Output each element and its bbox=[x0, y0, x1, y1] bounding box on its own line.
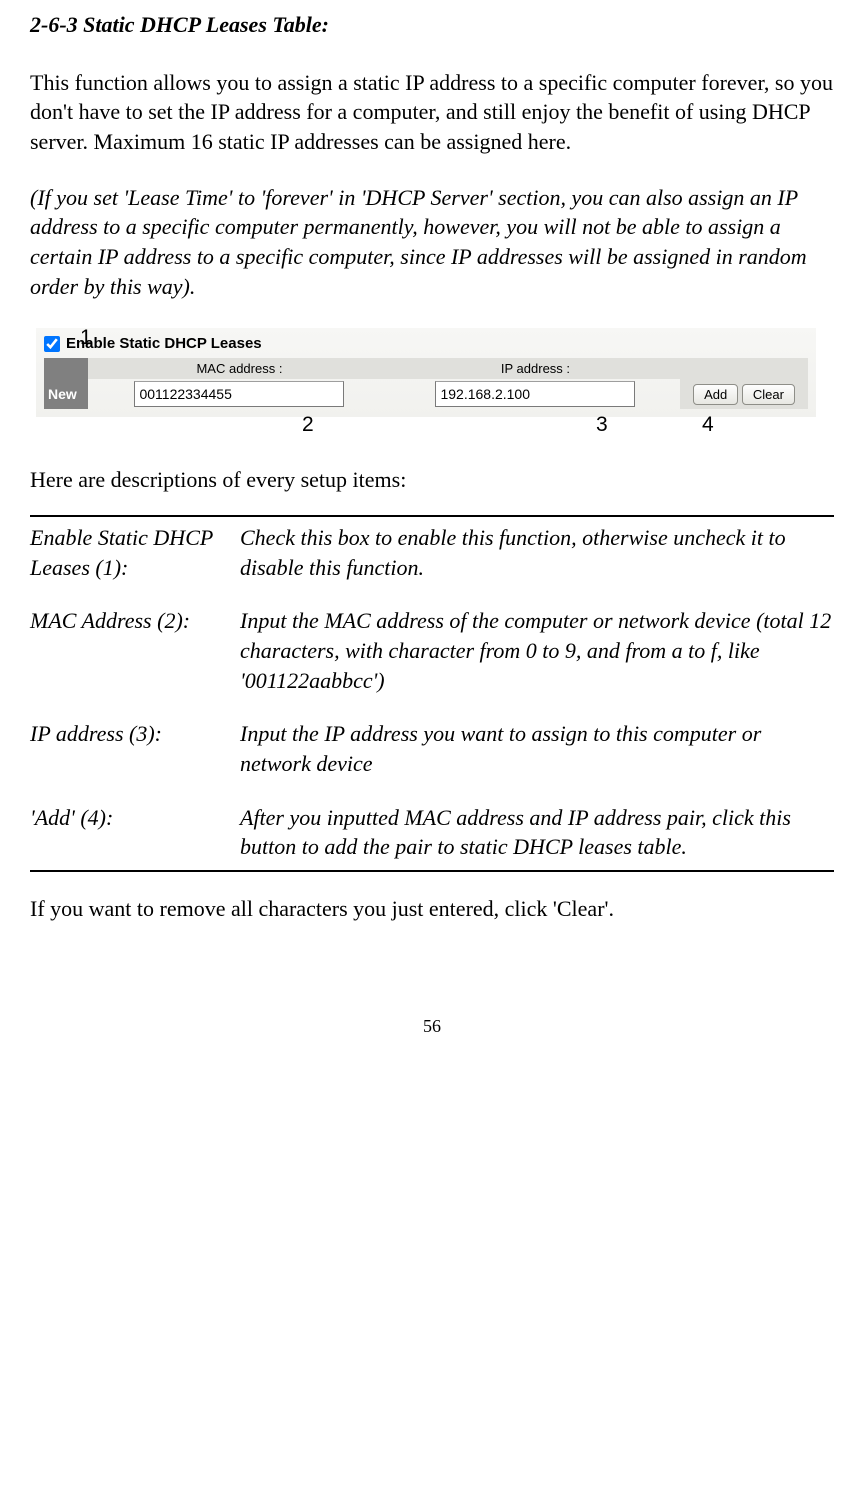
desc-label: IP address (3): bbox=[30, 719, 240, 778]
mac-address-input[interactable] bbox=[134, 381, 344, 407]
router-ui-panel: Enable Static DHCP Leases MAC address : … bbox=[36, 328, 816, 418]
descriptions-intro: Here are descriptions of every setup ite… bbox=[30, 465, 834, 495]
section-title: 2-6-3 Static DHCP Leases Table: bbox=[30, 10, 834, 40]
enable-static-dhcp-checkbox[interactable] bbox=[44, 336, 60, 352]
page-number: 56 bbox=[30, 1014, 834, 1038]
note-paragraph: (If you set 'Lease Time' to 'forever' in… bbox=[30, 183, 834, 302]
column-header-mac: MAC address : bbox=[88, 358, 391, 380]
desc-label: MAC Address (2): bbox=[30, 606, 240, 695]
annotation-2: 2 bbox=[302, 411, 314, 439]
desc-text: After you inputted MAC address and IP ad… bbox=[240, 803, 834, 862]
enable-static-dhcp-label: Enable Static DHCP Leases bbox=[66, 334, 262, 354]
intro-paragraph: This function allows you to assign a sta… bbox=[30, 68, 834, 157]
clear-paragraph: If you want to remove all characters you… bbox=[30, 894, 834, 924]
desc-row-enable: Enable Static DHCP Leases (1): Check thi… bbox=[30, 523, 834, 582]
annotation-3: 3 bbox=[596, 411, 608, 439]
annotation-1: 1 bbox=[80, 324, 92, 352]
clear-button[interactable]: Clear bbox=[742, 384, 795, 405]
desc-label: Enable Static DHCP Leases (1): bbox=[30, 523, 240, 582]
screenshot-figure: 1 Enable Static DHCP Leases MAC address … bbox=[30, 328, 834, 418]
desc-text: Check this box to enable this function, … bbox=[240, 523, 834, 582]
desc-text: Input the IP address you want to assign … bbox=[240, 719, 834, 778]
desc-label: 'Add' (4): bbox=[30, 803, 240, 862]
desc-row-add: 'Add' (4): After you inputted MAC addres… bbox=[30, 803, 834, 862]
ip-address-input[interactable] bbox=[435, 381, 635, 407]
column-header-ip: IP address : bbox=[391, 358, 680, 380]
annotation-4: 4 bbox=[702, 411, 714, 439]
desc-row-mac: MAC Address (2): Input the MAC address o… bbox=[30, 606, 834, 695]
dhcp-table: MAC address : IP address : New Add Clear bbox=[44, 358, 808, 410]
desc-row-ip: IP address (3): Input the IP address you… bbox=[30, 719, 834, 778]
desc-text: Input the MAC address of the computer or… bbox=[240, 606, 834, 695]
add-button[interactable]: Add bbox=[693, 384, 738, 405]
new-row-label: New bbox=[44, 379, 88, 409]
descriptions-table: Enable Static DHCP Leases (1): Check thi… bbox=[30, 515, 834, 872]
